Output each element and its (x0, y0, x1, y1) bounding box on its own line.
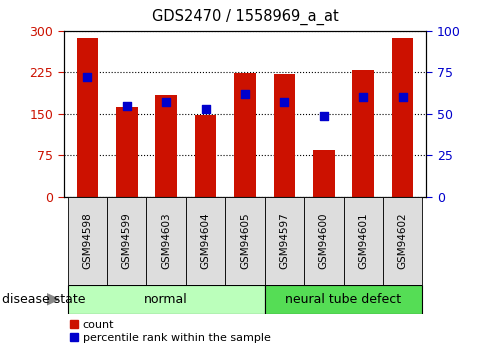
Text: normal: normal (144, 293, 188, 306)
Point (241, 91, 249, 97)
Text: GSM94597: GSM94597 (279, 212, 290, 269)
Text: GSM94600: GSM94600 (319, 213, 329, 269)
Text: disease state: disease state (2, 293, 86, 306)
Text: GSM94603: GSM94603 (161, 212, 171, 269)
Text: GSM94605: GSM94605 (240, 212, 250, 269)
Bar (265, 197, 304, 285)
Bar (273, 74, 295, 197)
Bar (68, 285, 265, 314)
Bar (304, 197, 343, 285)
Bar (76, 38, 98, 197)
Bar (107, 197, 147, 285)
Text: GSM94601: GSM94601 (358, 212, 368, 269)
Bar (392, 38, 414, 197)
Bar (155, 95, 177, 197)
Text: GSM94602: GSM94602 (398, 212, 408, 269)
Text: GSM94604: GSM94604 (200, 212, 211, 269)
Point (83, 75, 91, 80)
Point (280, 99, 288, 105)
Point (123, 103, 131, 108)
Bar (265, 285, 422, 314)
Text: GSM94598: GSM94598 (82, 212, 92, 269)
Bar (147, 197, 186, 285)
Point (202, 106, 210, 112)
Text: GDS2470 / 1558969_a_at: GDS2470 / 1558969_a_at (151, 9, 339, 25)
Point (399, 95, 407, 100)
Text: neural tube defect: neural tube defect (286, 293, 402, 306)
Bar (68, 197, 107, 285)
Bar (383, 197, 422, 285)
Bar (352, 70, 374, 197)
Bar (343, 197, 383, 285)
Point (320, 113, 328, 118)
Bar (195, 115, 217, 197)
Bar (116, 107, 138, 197)
Legend: count, percentile rank within the sample: count, percentile rank within the sample (69, 319, 270, 343)
Text: GSM94599: GSM94599 (122, 212, 132, 269)
Polygon shape (47, 294, 59, 305)
Point (162, 99, 170, 105)
Bar (225, 197, 265, 285)
Bar (313, 150, 335, 197)
Point (359, 95, 367, 100)
Bar (186, 197, 225, 285)
Bar (234, 73, 256, 197)
